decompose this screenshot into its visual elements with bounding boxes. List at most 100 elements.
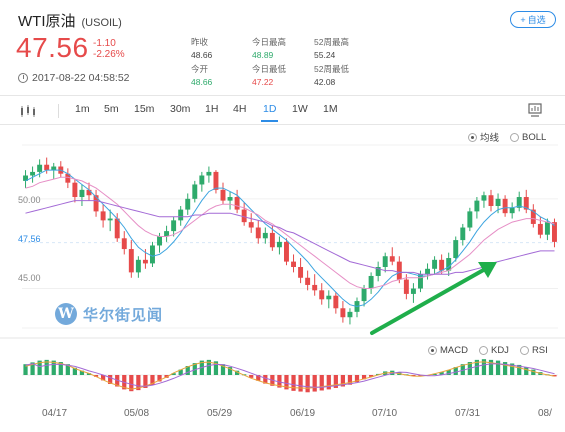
macd-bar [531, 369, 536, 375]
candle-body [312, 284, 318, 291]
candle-body [552, 222, 557, 242]
tab-1h[interactable]: 1H [205, 103, 219, 115]
candle-body [537, 223, 543, 235]
stat-label: 今日最高 [252, 37, 287, 47]
candle-body [199, 175, 205, 185]
candle-body [333, 295, 339, 309]
macd-bar [72, 367, 78, 375]
macd-bar [79, 370, 85, 375]
macd-bar [284, 375, 289, 390]
macd-bar [249, 375, 254, 378]
macd-bar [312, 375, 317, 392]
stat-value: 48.66 [191, 50, 213, 60]
trend-arrow-shaft [370, 266, 489, 335]
y-tick-current: 47.56 [18, 234, 41, 244]
macd-bar [446, 369, 451, 375]
macd-bar [185, 366, 190, 375]
candle-body [460, 227, 466, 241]
candle-body [530, 209, 536, 224]
tab-1d[interactable]: 1D [260, 103, 279, 122]
stat-value: 55.24 [314, 50, 336, 60]
x-tick: 06/19 [290, 408, 316, 419]
tab-5m[interactable]: 5m [104, 103, 119, 115]
candle-body [481, 195, 487, 201]
candle-body [276, 241, 282, 248]
candle-body [347, 311, 353, 318]
change-percent: -2.26% [93, 49, 125, 60]
tab-30m[interactable]: 30m [170, 103, 191, 115]
rsi-radio[interactable] [519, 346, 529, 355]
tab-1m[interactable]: 1m [75, 103, 90, 115]
macd-bar [453, 367, 458, 375]
stat-value: 42.08 [314, 77, 336, 87]
indicator-options: MACD KDJ RSI [428, 345, 548, 356]
macd-signal-line [25, 361, 555, 390]
candle-body [488, 195, 494, 206]
candle-body [157, 236, 162, 246]
macd-bar [171, 373, 176, 375]
kdj-label[interactable]: KDJ [490, 345, 509, 356]
macd-label[interactable]: MACD [440, 345, 468, 356]
kdj-radio[interactable] [478, 346, 488, 355]
candle-body [51, 166, 57, 171]
macd-bar [418, 375, 423, 377]
stat-value: 47.22 [252, 77, 274, 87]
rsi-label[interactable]: RSI [531, 345, 548, 356]
macd-bar [517, 364, 522, 375]
macd-bar [227, 367, 233, 375]
watermark-logo: W 华尔街见闻 [55, 303, 163, 325]
quote-header: WTI原油 (USOIL) 47.56 -1.10 -2.26% 2017-08… [0, 0, 565, 92]
macd-radio[interactable] [428, 346, 437, 355]
macd-bar [305, 375, 310, 393]
candle-body [114, 218, 120, 239]
tab-1w[interactable]: 1W [292, 103, 308, 115]
macd-bar [143, 375, 148, 388]
candle-body [72, 182, 78, 198]
macd-bar [157, 375, 162, 382]
candle-body [474, 200, 480, 212]
toolbar-divider [58, 104, 59, 118]
macd-bar [333, 375, 338, 388]
candle-body [340, 308, 346, 318]
macd-bar [552, 375, 557, 377]
stat-label: 52周最高 [314, 37, 349, 47]
boll-radio[interactable] [510, 132, 520, 142]
candle-body [44, 164, 50, 171]
candle-body [446, 258, 452, 271]
candle-body [192, 184, 198, 199]
boll-label[interactable]: BOLL [522, 131, 547, 143]
candle-body [269, 232, 275, 248]
stat-prev-close: 昨收 48.66 [191, 36, 251, 60]
ma-line-ma-mid [25, 176, 555, 289]
candle-body [382, 256, 388, 267]
candle-body [135, 259, 141, 273]
candle-body [121, 238, 127, 250]
candle-body [516, 197, 522, 208]
candle-body [220, 189, 226, 201]
candle-body [368, 275, 374, 289]
macd-bar [347, 375, 353, 385]
macd-bar [277, 375, 282, 388]
candle-body [227, 197, 233, 201]
ma-label[interactable]: 均线 [480, 133, 500, 144]
candle-body [30, 171, 36, 176]
fullscreen-icon[interactable] [528, 103, 542, 117]
add-watchlist-button[interactable]: + 自选 [510, 11, 556, 28]
macd-bar [129, 375, 134, 392]
tab-4h[interactable]: 4H [233, 103, 247, 115]
candle-body [291, 261, 296, 267]
tab-1mo[interactable]: 1M [323, 103, 338, 115]
tab-15m[interactable]: 15m [134, 103, 155, 115]
macd-bar [178, 369, 183, 375]
candle-body [171, 220, 177, 232]
candle-body [164, 231, 170, 237]
candle-body [389, 256, 395, 262]
stat-value: 48.89 [252, 50, 274, 60]
ma-radio[interactable] [468, 132, 477, 142]
candle-body [418, 274, 423, 289]
candle-body [439, 259, 445, 271]
candlestick-type-icon[interactable] [20, 105, 36, 117]
macd-bar [100, 375, 106, 381]
change-value: -1.10 [93, 38, 116, 49]
